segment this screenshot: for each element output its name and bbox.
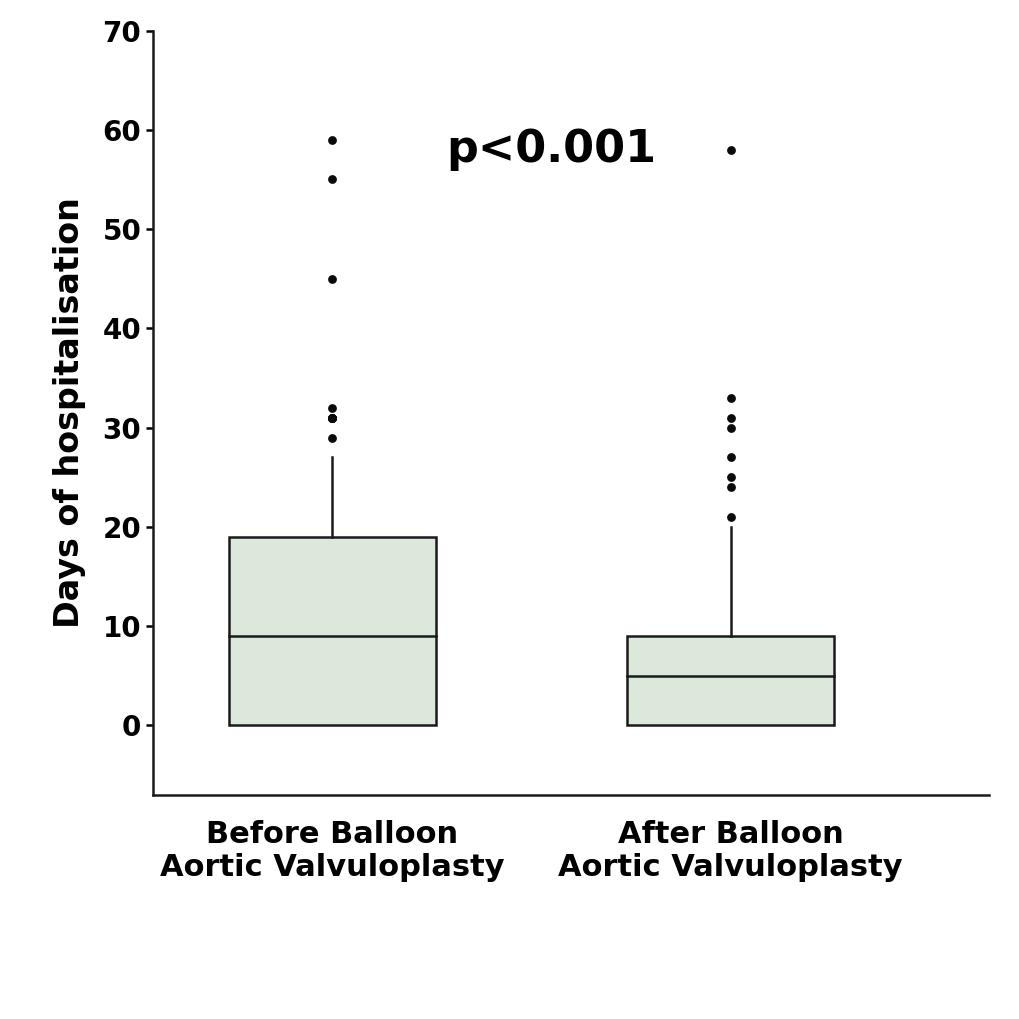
Point	[324, 429, 340, 445]
Point	[324, 399, 340, 416]
Point	[721, 449, 738, 466]
Bar	[228, 537, 435, 726]
Point	[721, 389, 738, 406]
Point	[721, 508, 738, 525]
Point	[324, 410, 340, 426]
Point	[324, 171, 340, 187]
Point	[721, 142, 738, 158]
Point	[721, 420, 738, 436]
Point	[324, 271, 340, 287]
Point	[324, 410, 340, 426]
Bar	[627, 636, 834, 726]
Point	[324, 410, 340, 426]
Y-axis label: Days of hospitalisation: Days of hospitalisation	[53, 198, 86, 628]
Point	[324, 131, 340, 148]
Point	[721, 469, 738, 485]
Point	[721, 479, 738, 495]
Point	[324, 410, 340, 426]
Point	[721, 410, 738, 426]
Text: p<0.001: p<0.001	[445, 128, 655, 171]
Point	[324, 410, 340, 426]
